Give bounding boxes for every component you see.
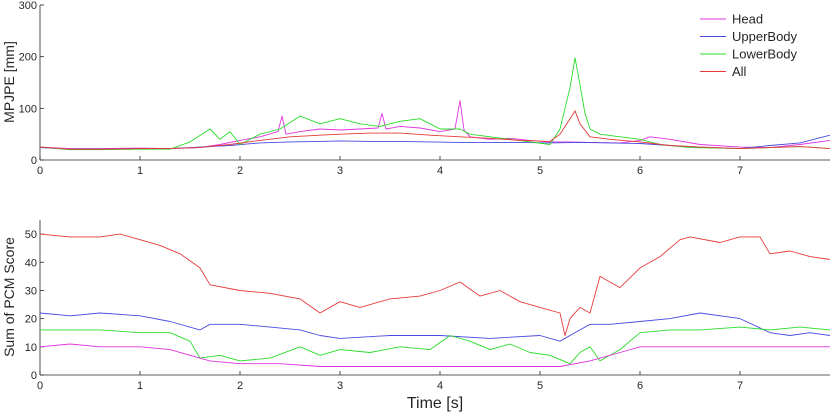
- x-tick-label: 2: [237, 380, 243, 392]
- series-line-lowerbody: [39, 57, 830, 151]
- series-line-head: [39, 100, 830, 150]
- x-tick-label: 0: [37, 165, 43, 177]
- x-tick-label: 3: [337, 165, 343, 177]
- series-line-series-2: [40, 326, 830, 365]
- mpjpe-plot: 0 1 2 3 4 5 6 7 0 100 200 300 MPJPE [mm] Head UpperBod…: [1, 0, 830, 177]
- x-tick-label: 7: [737, 165, 743, 177]
- y-tick-label: 40: [25, 257, 37, 269]
- x-tick-label: 1: [137, 380, 143, 392]
- y-tick-label: 0: [31, 370, 37, 382]
- x-tick-label: 7: [737, 380, 743, 392]
- legend: Head UpperBody LowerBody All: [700, 12, 798, 79]
- series-line-all: [39, 110, 830, 150]
- y-axis-label: Sum of PCM Score: [1, 237, 17, 357]
- y-tick-label: 100: [19, 103, 37, 115]
- x-tick-label: 5: [537, 380, 543, 392]
- pcm-score-plot: 0 1 2 3 4 5 6 7 0 10 20 30 40 50 Sum of PCM Score Time …: [1, 220, 830, 412]
- y-tick-label: 0: [31, 155, 37, 167]
- x-tick-label: 3: [337, 380, 343, 392]
- series-line-series-1: [39, 312, 830, 342]
- x-tick-label: 6: [637, 165, 643, 177]
- x-tick-label: 1: [137, 165, 143, 177]
- legend-label: UpperBody: [732, 29, 798, 44]
- legend-label: LowerBody: [732, 47, 798, 62]
- x-tick-label: 0: [37, 380, 43, 392]
- y-tick-label: 50: [25, 229, 37, 241]
- y-tick-label: 10: [25, 342, 37, 354]
- series-line-series-3: [39, 343, 830, 367]
- x-tick-label: 4: [437, 165, 443, 177]
- y-tick-label: 30: [25, 285, 37, 297]
- x-tick-label: 4: [437, 380, 443, 392]
- x-tick-label: 5: [537, 165, 543, 177]
- y-tick-label: 200: [19, 52, 37, 64]
- legend-label: Head: [732, 12, 763, 27]
- legend-label: All: [732, 64, 747, 79]
- y-tick-label: 20: [25, 314, 37, 326]
- x-tick-label: 6: [637, 380, 643, 392]
- x-tick-label: 2: [237, 165, 243, 177]
- series-line-series-0: [39, 233, 830, 336]
- y-axis-label: MPJPE [mm]: [1, 41, 17, 123]
- y-tick-label: 300: [19, 0, 37, 12]
- x-axis-label: Time [s]: [407, 395, 463, 412]
